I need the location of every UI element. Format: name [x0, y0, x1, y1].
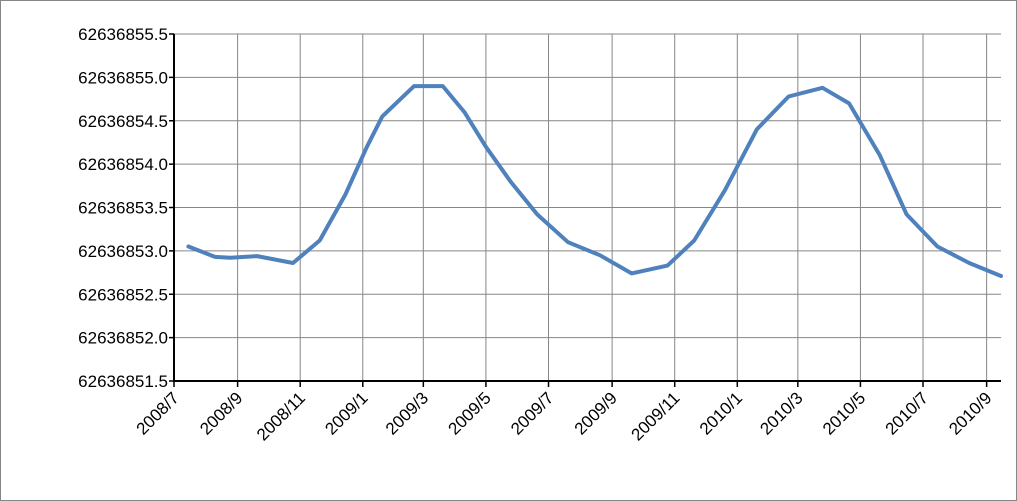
y-tick-label: 62636853.5 [78, 199, 168, 218]
x-tick-label: 2008/9 [196, 388, 246, 438]
x-axis-tick-labels: 2008/7 2008/9 2008/11 2009/1 2009/3 2009/5 200… [133, 388, 996, 444]
x-tick-label: 2010/3 [756, 388, 806, 438]
y-tick-label: 62636852.5 [78, 285, 168, 304]
x-tick-label: 2008/7 [133, 388, 183, 438]
axes [169, 33, 1001, 387]
x-tick-label: 2009/11 [628, 388, 684, 444]
x-tick-label: 2010/9 [945, 388, 995, 438]
series-group [186, 84, 1003, 278]
grid-lines [174, 33, 1001, 381]
x-tick-label: 2009/7 [507, 388, 557, 438]
x-tick-label: 2009/9 [571, 388, 621, 438]
y-tick-label: 62636855.5 [78, 25, 168, 44]
y-tick-label: 62636854.5 [78, 112, 168, 131]
x-tick-label: 2008/11 [253, 388, 309, 444]
x-tick-label: 2010/7 [882, 388, 932, 438]
y-tick-label: 62636851.5 [78, 372, 168, 391]
y-tick-label: 62636852.0 [78, 329, 168, 348]
x-tick-label: 2009/1 [321, 388, 371, 438]
y-tick-label: 62636855.0 [78, 68, 168, 87]
x-tick-label: 2009/3 [382, 388, 432, 438]
x-tick-label: 2010/1 [696, 388, 746, 438]
y-tick-label: 62636854.0 [78, 155, 168, 174]
x-tick-label: 2010/5 [819, 388, 869, 438]
series-line [186, 84, 1003, 278]
y-axis-tick-labels: 62636851.5 62636852.0 62636852.5 62636853.0… [78, 25, 168, 391]
y-tick-label: 62636853.0 [78, 242, 168, 261]
x-tick-label: 2009/5 [445, 388, 495, 438]
